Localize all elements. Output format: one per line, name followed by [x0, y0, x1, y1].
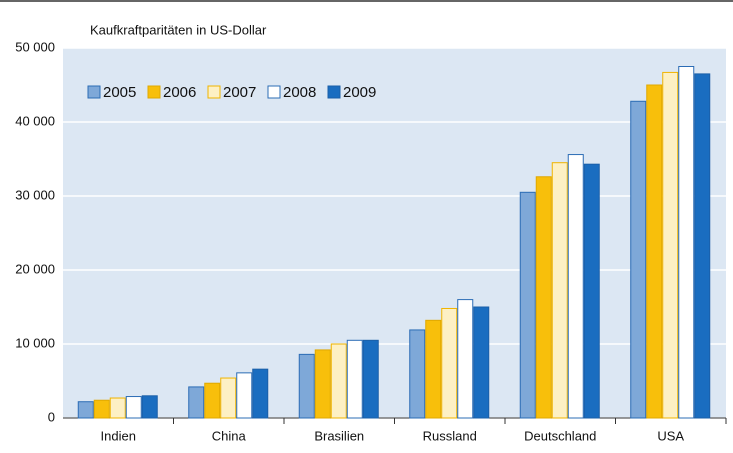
legend-label: 2008 [283, 84, 316, 101]
bar [409, 329, 426, 419]
legend-label: 2006 [163, 84, 196, 101]
bar [93, 399, 110, 419]
y-tick-label: 10 000 [15, 335, 55, 350]
bar [694, 73, 711, 419]
bar [298, 353, 315, 419]
legend-label: 2005 [103, 84, 136, 101]
legend-label: 2009 [343, 84, 376, 101]
legend-swatch [207, 85, 221, 99]
x-tick-label: China [212, 428, 247, 443]
bar [330, 343, 347, 419]
bar [141, 395, 158, 419]
bar [252, 368, 269, 419]
legend-swatch [147, 85, 161, 99]
plot-area [63, 48, 726, 418]
bar [535, 176, 552, 419]
y-tick-label: 20 000 [15, 261, 55, 276]
y-tick-label: 40 000 [15, 113, 55, 128]
y-tick-label: 0 [48, 409, 55, 424]
x-tick-label: Brasilien [314, 428, 364, 443]
x-tick-label: USA [657, 428, 684, 443]
bar [220, 377, 237, 419]
legend-label: 2007 [223, 84, 256, 101]
bar [362, 339, 379, 419]
bar [441, 307, 458, 419]
bar [678, 66, 695, 419]
chart-title: Kaufkraftparitäten in US-Dollar [90, 22, 267, 37]
bar [109, 397, 126, 419]
legend-swatch [87, 85, 101, 99]
bar [125, 396, 142, 419]
x-tick-label: Indien [101, 428, 136, 443]
bar [204, 382, 221, 419]
x-tick-label: Deutschland [524, 428, 596, 443]
bar [425, 319, 442, 419]
bar [583, 163, 600, 419]
bar [646, 84, 663, 419]
x-tick-label: Russland [423, 428, 477, 443]
bar [346, 339, 363, 419]
bar [519, 191, 536, 419]
legend-swatch [327, 85, 341, 99]
legend-swatch [267, 85, 281, 99]
bar [236, 372, 253, 419]
bar [662, 71, 679, 419]
y-tick-label: 30 000 [15, 187, 55, 202]
bar [457, 299, 474, 419]
bar [567, 154, 584, 419]
bar [473, 306, 490, 419]
bar [314, 349, 331, 419]
bar [188, 386, 205, 419]
bar [630, 100, 647, 419]
bar [77, 401, 94, 419]
bar [551, 162, 568, 419]
y-tick-label: 50 000 [15, 39, 55, 54]
